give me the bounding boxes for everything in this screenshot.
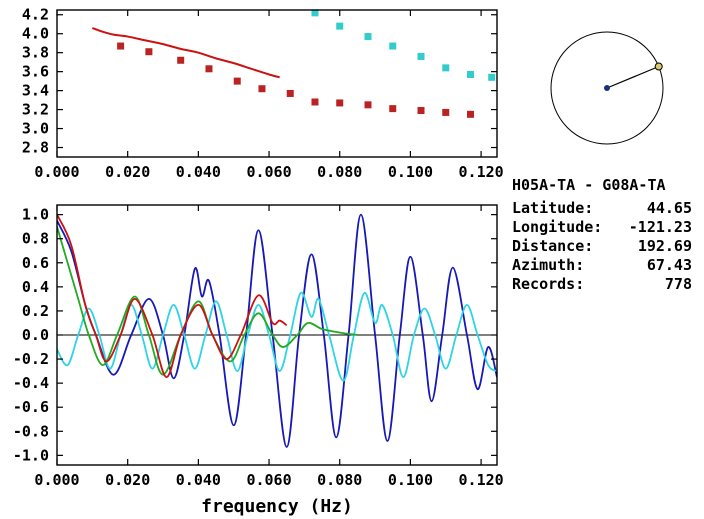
info-row-latitude: Latitude: 44.65: [512, 199, 692, 218]
svg-text:0.4: 0.4: [22, 278, 49, 296]
svg-text:0.120: 0.120: [459, 471, 504, 489]
svg-text:0.040: 0.040: [176, 471, 221, 489]
alternate-branch-points: [466, 70, 474, 78]
svg-text:0.060: 0.060: [246, 163, 291, 181]
svg-text:3.6: 3.6: [22, 63, 49, 81]
measured-dispersion-points: [177, 56, 185, 64]
svg-text:3.4: 3.4: [22, 82, 49, 100]
svg-text:3.2: 3.2: [22, 101, 49, 119]
info-label: Longitude:: [512, 218, 603, 236]
alternate-branch-points: [311, 9, 319, 17]
svg-text:1.0: 1.0: [22, 206, 49, 224]
model-bessel-red: [57, 214, 288, 379]
measured-dispersion-points: [336, 99, 344, 107]
svg-text:-1.0: -1.0: [13, 446, 49, 464]
svg-text:0.2: 0.2: [22, 302, 49, 320]
smoothed-spectrum: [57, 291, 497, 382]
svg-text:4.0: 4.0: [22, 25, 49, 43]
alternate-branch-points: [442, 64, 450, 72]
info-value: 192.69: [637, 237, 692, 255]
compass-circle: [550, 31, 664, 145]
measured-dispersion-points: [417, 107, 425, 115]
info-value: 778: [664, 275, 692, 293]
measured-dispersion-points: [364, 101, 372, 109]
svg-text:0.8: 0.8: [22, 230, 49, 248]
svg-text:0.020: 0.020: [105, 471, 150, 489]
alternate-branch-points: [336, 22, 344, 30]
svg-text:0.020: 0.020: [105, 163, 150, 181]
info-row-azimuth: Azimuth: 67.43: [512, 256, 692, 275]
svg-text:0.0: 0.0: [22, 326, 49, 344]
station-pair-title: H05A-TA - G08A-TA: [512, 176, 666, 194]
svg-text:-0.4: -0.4: [13, 374, 49, 392]
info-value: 67.43: [646, 256, 692, 274]
phase-velocity-chart: 0.000 0.020 0.040 0.060 0.080 0.100 0.1202.83.…: [22, 6, 504, 181]
info-label: Records:: [512, 275, 585, 293]
svg-text:4.2: 4.2: [22, 6, 49, 24]
svg-text:2.8: 2.8: [22, 139, 49, 157]
measured-dispersion-points: [442, 108, 450, 116]
svg-text:0.080: 0.080: [317, 163, 362, 181]
measured-dispersion-points: [311, 98, 319, 106]
svg-text:3.0: 3.0: [22, 120, 49, 138]
alternate-branch-points: [488, 73, 496, 81]
measured-dispersion-points: [286, 89, 294, 97]
measured-dispersion-points: [145, 48, 153, 56]
remote-station-dot: [654, 62, 663, 71]
info-label: Latitude:: [512, 199, 594, 217]
svg-text:0.000: 0.000: [34, 471, 79, 489]
center-station-dot: [604, 85, 610, 91]
info-value: 44.65: [646, 199, 692, 217]
azimuth-compass: [550, 31, 664, 145]
measured-dispersion-points: [466, 110, 474, 118]
measured-dispersion-points: [389, 105, 397, 113]
frequency-spectra-chart: 0.000 0.020 0.040 0.060 0.080 0.100 0.120 -1.0 -…: [13, 204, 504, 517]
alternate-branch-points: [364, 33, 372, 41]
svg-text:0.040: 0.040: [176, 163, 221, 181]
svg-text:0.060: 0.060: [246, 471, 291, 489]
azimuth-line: [606, 65, 659, 89]
info-row-longitude: Longitude: -121.23: [512, 218, 692, 237]
info-row-distance: Distance: 192.69: [512, 237, 692, 256]
svg-text:0.120: 0.120: [459, 163, 504, 181]
station-info-panel: H05A-TA - G08A-TA Latitude: 44.65 Longit…: [512, 176, 692, 294]
svg-text:-0.2: -0.2: [13, 350, 49, 368]
svg-text:3.8: 3.8: [22, 44, 49, 62]
svg-text:-0.8: -0.8: [13, 422, 49, 440]
broadband-real-spectrum: [57, 213, 497, 448]
svg-text:frequency (Hz): frequency (Hz): [201, 496, 353, 517]
svg-text:0.100: 0.100: [388, 163, 433, 181]
measured-dispersion-points: [117, 42, 125, 50]
info-value: -121.23: [628, 218, 692, 236]
svg-text:0.080: 0.080: [317, 471, 362, 489]
measured-dispersion-points: [233, 77, 241, 85]
info-row-records: Records: 778: [512, 275, 692, 294]
info-label: Distance:: [512, 237, 594, 255]
svg-text:0.6: 0.6: [22, 254, 49, 272]
reference-phase-velocity-curve: [92, 27, 280, 79]
svg-text:0.000: 0.000: [34, 163, 79, 181]
svg-text:0.100: 0.100: [388, 471, 433, 489]
measured-dispersion-points: [258, 85, 266, 93]
info-label: Azimuth:: [512, 256, 585, 274]
svg-text:-0.6: -0.6: [13, 398, 49, 416]
alternate-branch-points: [417, 52, 425, 60]
alternate-branch-points: [389, 42, 397, 50]
measured-dispersion-points: [205, 65, 213, 73]
